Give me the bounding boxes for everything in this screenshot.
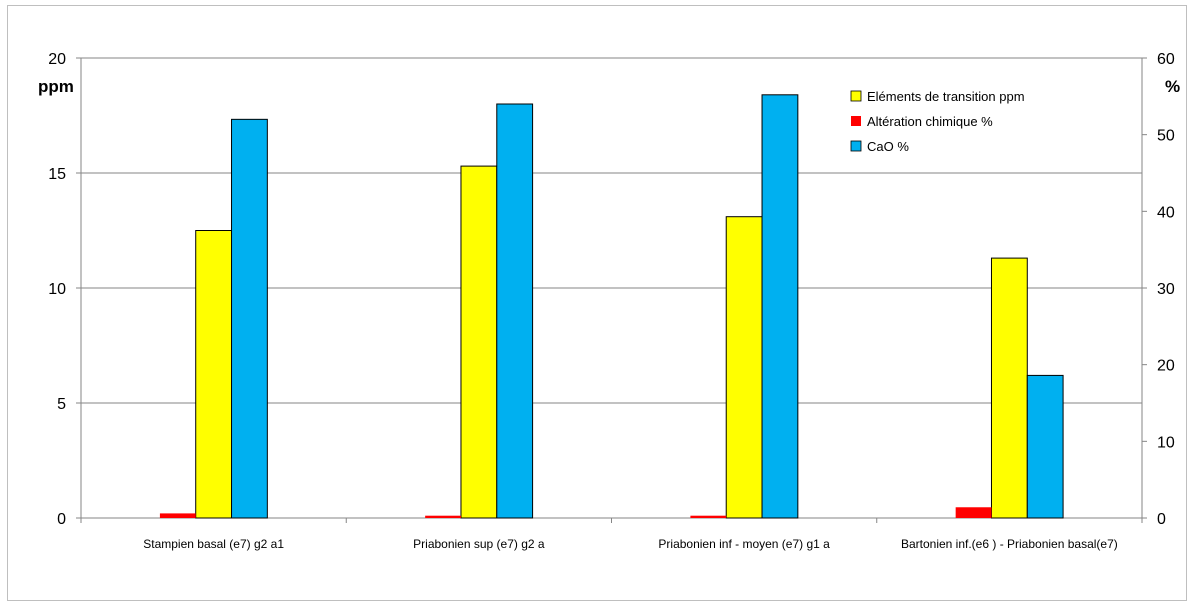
category-label: Stampien basal (e7) g2 a1 [143,537,284,551]
left-tick-label: 5 [57,396,66,413]
left-tick-label: 10 [48,281,66,298]
legend: Eléments de transition ppm Altération chi… [850,89,1025,154]
left-tick-label: 15 [48,166,66,183]
right-tick-label: 40 [1157,204,1175,221]
right-tick-label: 60 [1157,51,1175,68]
legend-label: Eléments de transition ppm [867,89,1025,104]
left-axis: ppm 0 5 10 15 20 [38,51,82,528]
bar-cao [761,94,799,519]
category-label: Priabonien sup (e7) g2 a [413,537,545,551]
bar-chemical-alteration [955,507,992,518]
bar-transition-elements [990,257,1028,519]
bar-transition-elements [725,216,763,519]
bars [159,94,1064,519]
left-axis-unit: ppm [38,77,74,96]
bar-cao [1026,374,1064,519]
right-tick-label: 0 [1157,511,1166,528]
category-label: Priabonien inf - moyen (e7) g1 a [658,537,830,551]
bar-cao [231,118,268,519]
category-labels: Stampien basal (e7) g2 a1 Priabonien sup … [80,518,1143,551]
bar-chemical-alteration [425,515,461,518]
bar-chemical-alteration [690,515,727,518]
right-tick-label: 30 [1157,281,1175,298]
right-tick-label: 50 [1157,128,1175,145]
bar-cao [496,103,534,519]
right-tick-label: 10 [1157,434,1175,451]
left-tick-label: 0 [57,511,66,528]
right-axis-unit: % [1165,77,1180,96]
right-tick-label: 20 [1157,358,1175,375]
legend-swatch [851,116,861,126]
bar-chemical-alteration [159,513,196,518]
bar-transition-elements [195,230,233,519]
right-axis: % 0 10 20 30 40 50 60 [1141,51,1180,528]
left-tick-label: 20 [48,51,66,68]
legend-swatch [850,140,862,152]
legend-swatch [850,90,862,102]
bar-transition-elements [460,165,498,519]
legend-label: Altération chimique % [867,114,993,129]
category-label: Bartonien inf.(e6 ) - Priabonien basal(e… [901,537,1118,551]
legend-label: CaO % [867,139,909,154]
